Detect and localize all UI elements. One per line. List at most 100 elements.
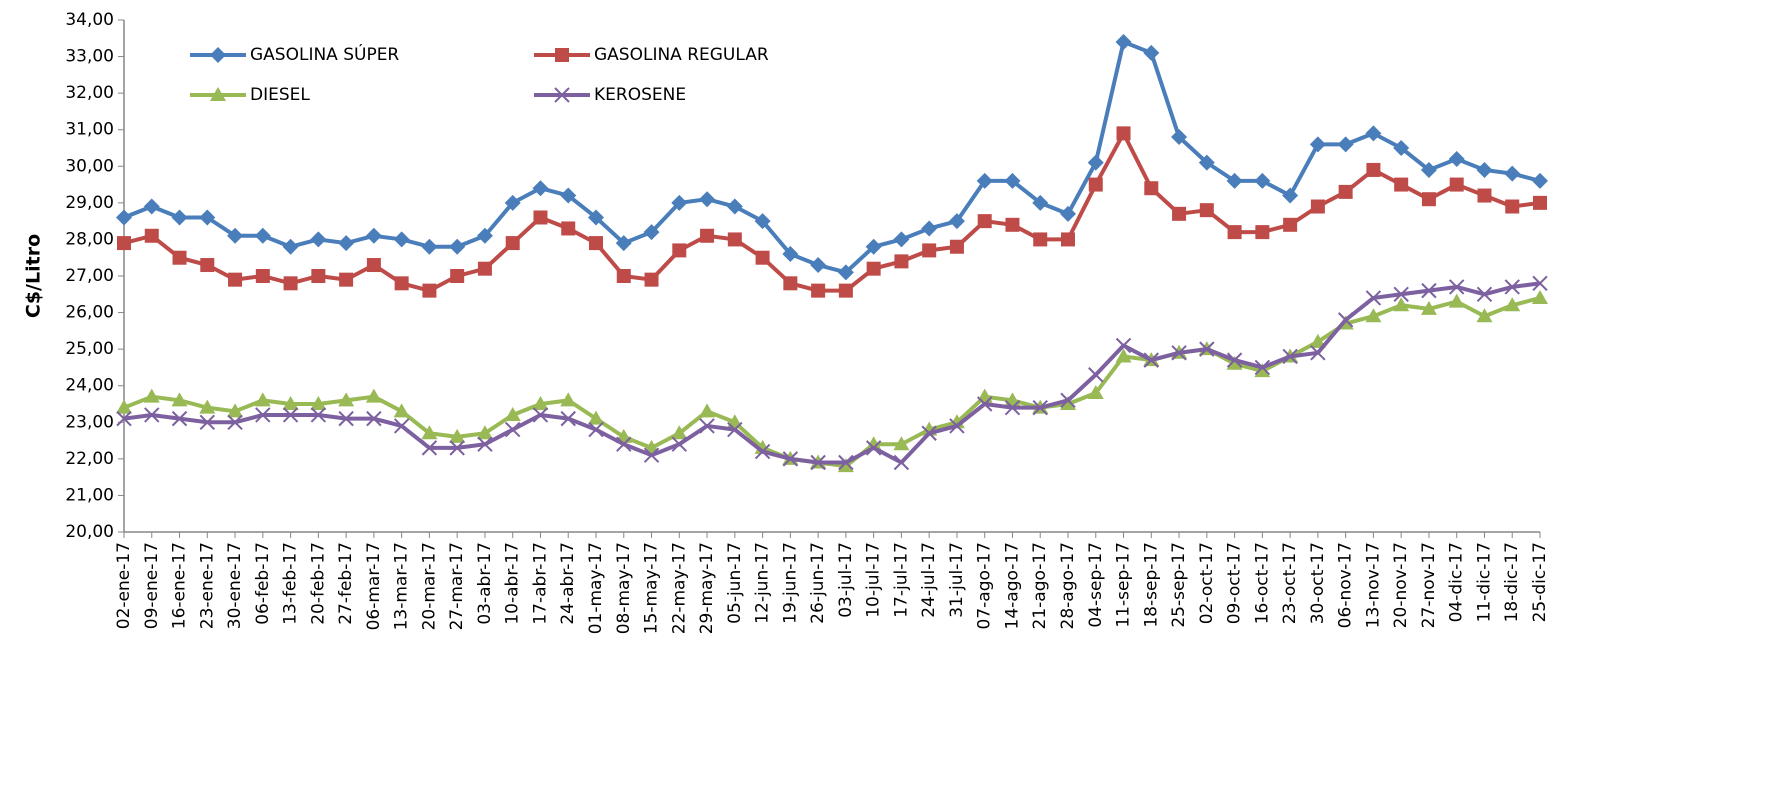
x-tick-label: 28-ago-17 xyxy=(1058,542,1078,629)
data-point xyxy=(1087,154,1104,171)
series-line xyxy=(123,281,1541,465)
x-tick-label: 24-abr-17 xyxy=(558,542,578,625)
data-point xyxy=(866,261,881,276)
data-point xyxy=(616,436,632,452)
data-point xyxy=(365,227,382,244)
data-point xyxy=(1171,345,1187,361)
data-point xyxy=(1394,177,1409,192)
x-tick-label: 16-ene-17 xyxy=(170,542,190,629)
x-tick-label: 10-jul-17 xyxy=(864,542,884,618)
data-point xyxy=(1226,355,1243,370)
data-point xyxy=(200,258,215,273)
data-point xyxy=(1254,359,1271,376)
data-point xyxy=(1504,165,1521,182)
data-point xyxy=(560,187,577,204)
data-point xyxy=(477,261,492,276)
data-point xyxy=(976,172,993,189)
data-point xyxy=(893,436,910,451)
data-point xyxy=(1533,195,1547,210)
x-tick-label: 27-nov-17 xyxy=(1419,542,1439,628)
data-point xyxy=(1310,345,1326,361)
data-point xyxy=(339,272,354,287)
series-line xyxy=(123,296,1541,469)
y-tick-label: 23,00 xyxy=(65,412,114,432)
data-point xyxy=(476,227,493,244)
data-point xyxy=(255,269,270,283)
data-point xyxy=(671,436,688,452)
data-point xyxy=(310,407,327,423)
data-point xyxy=(1505,199,1520,214)
data-point xyxy=(199,414,216,430)
data-point xyxy=(976,396,993,412)
legend-marker xyxy=(210,87,226,101)
data-point xyxy=(366,410,382,427)
data-point xyxy=(1366,162,1381,177)
data-point xyxy=(1254,172,1271,189)
data-point xyxy=(1337,136,1354,153)
data-point xyxy=(810,257,827,274)
data-point xyxy=(504,421,521,438)
data-point xyxy=(228,272,243,287)
data-point xyxy=(1199,341,1215,357)
data-point xyxy=(1449,177,1464,192)
data-point xyxy=(1420,300,1437,315)
data-point xyxy=(1144,181,1159,196)
data-point xyxy=(1365,125,1382,142)
data-point xyxy=(1309,333,1326,348)
x-tick-label: 22-may-17 xyxy=(669,542,689,634)
data-point xyxy=(588,421,604,438)
x-tick-label: 21-ago-17 xyxy=(1030,542,1050,629)
data-point xyxy=(1504,279,1520,295)
x-tick-label: 20-mar-17 xyxy=(419,542,439,630)
x-tick-label: 03-abr-17 xyxy=(475,542,495,625)
legend-marker xyxy=(210,47,226,63)
data-point xyxy=(643,447,660,463)
x-tick-label: 11-sep-17 xyxy=(1114,542,1134,628)
data-point xyxy=(838,283,853,298)
data-point xyxy=(227,227,244,244)
data-point xyxy=(421,425,438,440)
data-point xyxy=(1365,290,1382,306)
data-point xyxy=(561,221,576,236)
data-point xyxy=(1448,150,1465,167)
x-tick-label: 02-ene-17 xyxy=(114,542,134,629)
data-point xyxy=(671,425,688,440)
data-point xyxy=(949,239,964,254)
x-tick-label: 17-jul-17 xyxy=(891,542,911,618)
x-tick-label: 25-dic-17 xyxy=(1530,542,1550,622)
data-point xyxy=(1033,232,1048,247)
legend-marker xyxy=(555,48,569,62)
data-point xyxy=(921,220,938,237)
data-point xyxy=(227,414,243,430)
data-point xyxy=(1283,217,1298,232)
data-point xyxy=(949,418,965,434)
data-point xyxy=(1171,129,1188,146)
data-point xyxy=(1393,286,1409,302)
data-point xyxy=(1282,187,1299,204)
legend-marker xyxy=(554,87,570,103)
data-point xyxy=(1338,184,1353,199)
x-tick-label: 06-nov-17 xyxy=(1336,542,1356,628)
data-point xyxy=(893,454,910,471)
data-point xyxy=(699,418,715,434)
x-tick-label: 20-nov-17 xyxy=(1391,542,1411,628)
data-point xyxy=(143,388,160,403)
data-point xyxy=(393,418,410,434)
x-tick-label: 19-jun-17 xyxy=(780,542,800,624)
data-point xyxy=(644,272,659,287)
x-tick-label: 31-jul-17 xyxy=(947,542,967,618)
x-tick-label: 24-jul-17 xyxy=(919,542,939,618)
data-point xyxy=(338,410,354,427)
data-point xyxy=(783,276,798,291)
x-tick-label: 27-feb-17 xyxy=(336,542,356,625)
data-point xyxy=(893,231,910,248)
x-tick-label: 06-mar-17 xyxy=(364,542,384,630)
y-tick-label: 25,00 xyxy=(65,339,114,359)
data-point xyxy=(1255,225,1270,240)
data-point xyxy=(421,238,438,255)
data-point xyxy=(144,407,160,423)
y-tick-label: 29,00 xyxy=(65,193,114,213)
data-point xyxy=(254,227,271,244)
data-point xyxy=(504,406,521,421)
x-tick-label: 27-mar-17 xyxy=(447,542,467,630)
